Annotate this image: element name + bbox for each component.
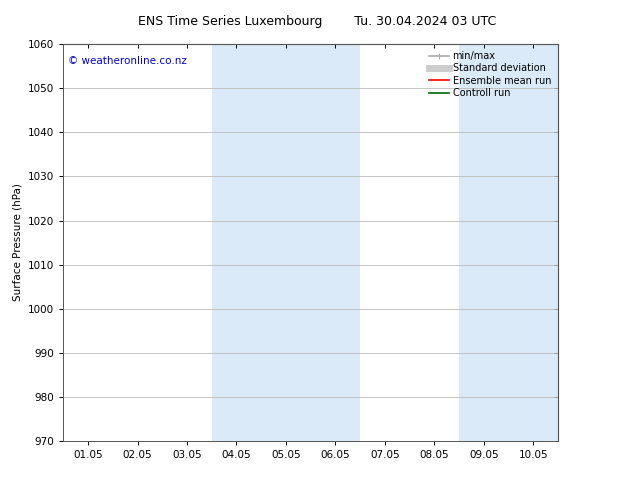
Text: © weatheronline.co.nz: © weatheronline.co.nz <box>68 56 187 66</box>
Bar <box>459 44 558 441</box>
Y-axis label: Surface Pressure (hPa): Surface Pressure (hPa) <box>13 184 23 301</box>
Text: ENS Time Series Luxembourg        Tu. 30.04.2024 03 UTC: ENS Time Series Luxembourg Tu. 30.04.202… <box>138 15 496 28</box>
Bar <box>212 44 360 441</box>
Legend: min/max, Standard deviation, Ensemble mean run, Controll run: min/max, Standard deviation, Ensemble me… <box>427 49 553 100</box>
